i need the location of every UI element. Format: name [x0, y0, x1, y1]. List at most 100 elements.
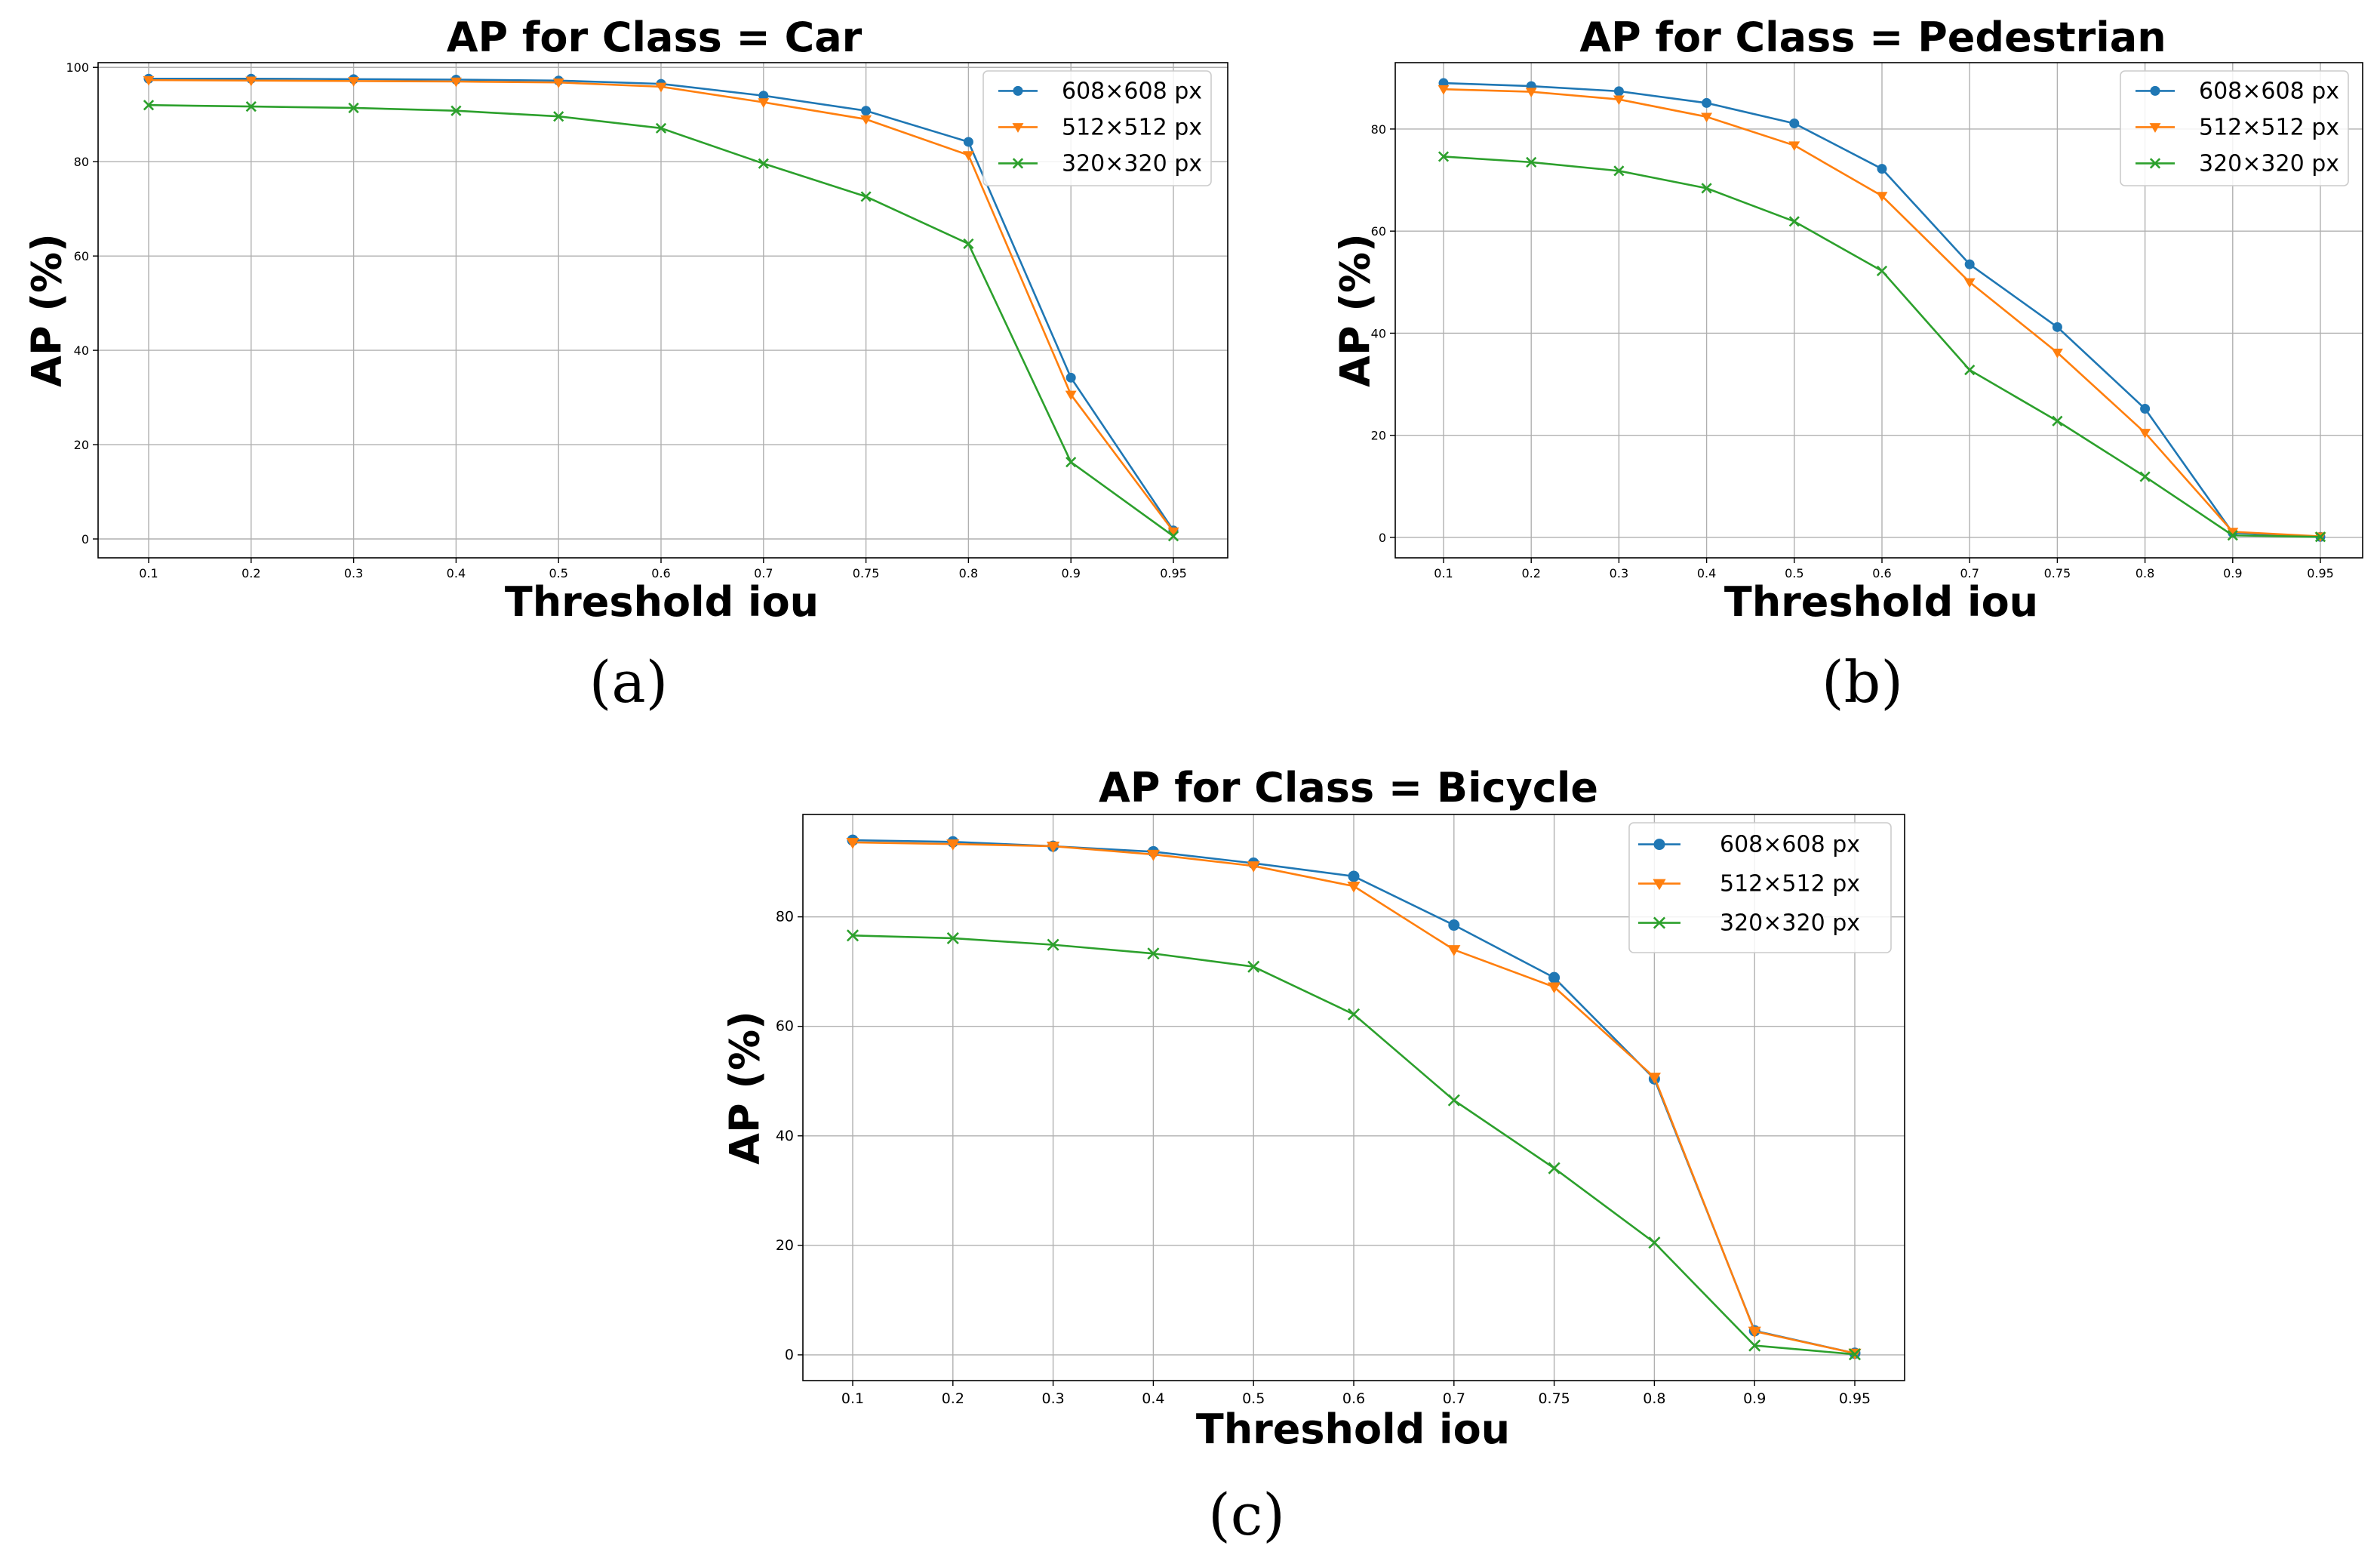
subfigure-caption: (b)	[1822, 648, 1903, 716]
x-tick-label: 0.75	[2044, 566, 2071, 580]
data-point	[1613, 95, 1625, 106]
x-axis-label: Threshold iou	[1196, 1406, 1510, 1453]
legend-marker	[2149, 158, 2161, 169]
data-point	[1046, 842, 1060, 853]
x-tick-label: 0.9	[2223, 566, 2242, 580]
data-point	[1065, 372, 1076, 383]
data-point	[143, 100, 155, 111]
data-point	[2139, 471, 2151, 482]
legend-label: 608×608 px	[2199, 78, 2339, 104]
x-tick-label: 0.1	[841, 1390, 864, 1407]
data-point	[1701, 112, 1713, 123]
data-point	[1548, 971, 1561, 984]
data-point	[1748, 1339, 1761, 1352]
series-3	[846, 929, 1862, 1361]
chart-title: AP for Class = Car	[447, 14, 863, 61]
legend-marker	[2149, 123, 2161, 133]
chart-2: 0.1 0.2 0.3 0.4 0.5 0.6 0.7 0.75 0.8 0.9 0.95 0 20 40…	[1332, 14, 2363, 716]
legend-label: 512×512 px	[2199, 114, 2339, 140]
data-point	[348, 102, 359, 114]
data-point	[1876, 192, 1888, 202]
data-point	[946, 839, 960, 851]
x-tick-label: 0.6	[651, 566, 670, 580]
x-tick-label: 0.7	[1443, 1390, 1465, 1407]
y-tick-label: 0	[81, 532, 89, 547]
x-tick-label: 0.2	[1521, 566, 1540, 580]
data-point	[2227, 528, 2239, 537]
data-point	[655, 82, 667, 93]
data-point	[2139, 429, 2151, 439]
legend-label: 512×512 px	[1720, 871, 1860, 897]
data-point	[2051, 348, 2063, 359]
data-point	[1047, 938, 1059, 951]
legend-label: 608×608 px	[1720, 832, 1860, 858]
data-point	[2052, 415, 2063, 426]
series-3	[1438, 151, 2326, 543]
y-tick-label: 100	[66, 60, 89, 75]
x-tick-label: 0.95	[2307, 566, 2334, 580]
data-point	[1347, 881, 1361, 893]
data-point	[655, 122, 667, 134]
legend-frame	[982, 70, 1212, 186]
y-tick-label: 20	[776, 1237, 794, 1254]
x-tick-label: 0.3	[344, 566, 363, 580]
chart-1: 0.1 0.2 0.3 0.4 0.5 0.6 0.7 0.75 0.8 0.9 0.95 0 20 40…	[23, 14, 1228, 716]
chart-title: AP for Class = Pedestrian	[1579, 14, 2166, 61]
x-tick-label: 0.8	[1643, 1390, 1665, 1407]
data-point	[860, 191, 872, 202]
data-point	[1748, 1326, 1761, 1338]
legend-marker	[1013, 85, 1023, 96]
legend: 608×608 px 512×512 px 320×320 px	[2120, 70, 2349, 186]
x-tick-label: 0.4	[1697, 566, 1716, 580]
chart-3: 0.1 0.2 0.3 0.4 0.5 0.6 0.7 0.75 0.8 0.9 0.95 0 20 40…	[721, 764, 1905, 1548]
data-point	[758, 91, 769, 101]
data-point	[2140, 404, 2151, 414]
plot-frame	[1394, 62, 2363, 559]
data-point	[450, 105, 462, 116]
y-tick-label: 0	[785, 1347, 794, 1363]
data-point	[1647, 1073, 1662, 1084]
data-point	[1525, 88, 1537, 98]
data-point	[1146, 849, 1161, 861]
data-point	[846, 929, 859, 942]
x-tick-label: 0.6	[1342, 1390, 1365, 1407]
data-point	[758, 158, 769, 169]
y-tick-label: 40	[1371, 326, 1386, 340]
data-point	[450, 77, 462, 88]
data-point	[1065, 457, 1077, 468]
y-tick-label: 60	[74, 249, 89, 263]
data-point	[245, 101, 257, 112]
data-point	[1447, 1094, 1460, 1107]
x-tick-label: 0.7	[1960, 566, 1979, 580]
data-point	[1963, 278, 1976, 288]
x-tick-label: 0.4	[1142, 1390, 1164, 1407]
data-point	[1347, 1008, 1361, 1021]
data-point	[1548, 1162, 1561, 1175]
legend-marker	[1653, 916, 1666, 929]
data-point	[1701, 183, 1712, 194]
legend-label: 608×608 px	[1062, 78, 1202, 104]
data-point	[1789, 118, 1800, 128]
data-point	[1964, 365, 1976, 376]
subfigure-caption: (c)	[1208, 1481, 1285, 1548]
series-2	[143, 75, 1179, 537]
data-point	[1167, 527, 1179, 537]
y-tick-label: 40	[74, 343, 89, 358]
data-point	[962, 151, 974, 161]
data-point	[1247, 861, 1260, 873]
legend-label: 512×512 px	[1062, 114, 1202, 140]
y-tick-label: 80	[74, 155, 89, 169]
x-tick-label: 0.7	[754, 566, 773, 580]
series-2	[1438, 85, 2326, 543]
legend: 608×608 px 512×512 px 320×320 px	[982, 70, 1212, 186]
x-tick-label: 0.1	[139, 566, 158, 580]
data-point	[946, 931, 959, 944]
data-point	[1613, 86, 1624, 97]
y-tick-label: 60	[776, 1018, 794, 1035]
y-tick-label: 80	[1371, 122, 1386, 137]
y-axis-label: AP (%)	[721, 1011, 769, 1165]
data-point	[1247, 960, 1260, 973]
data-point	[245, 76, 257, 87]
x-tick-label: 0.4	[447, 566, 466, 580]
